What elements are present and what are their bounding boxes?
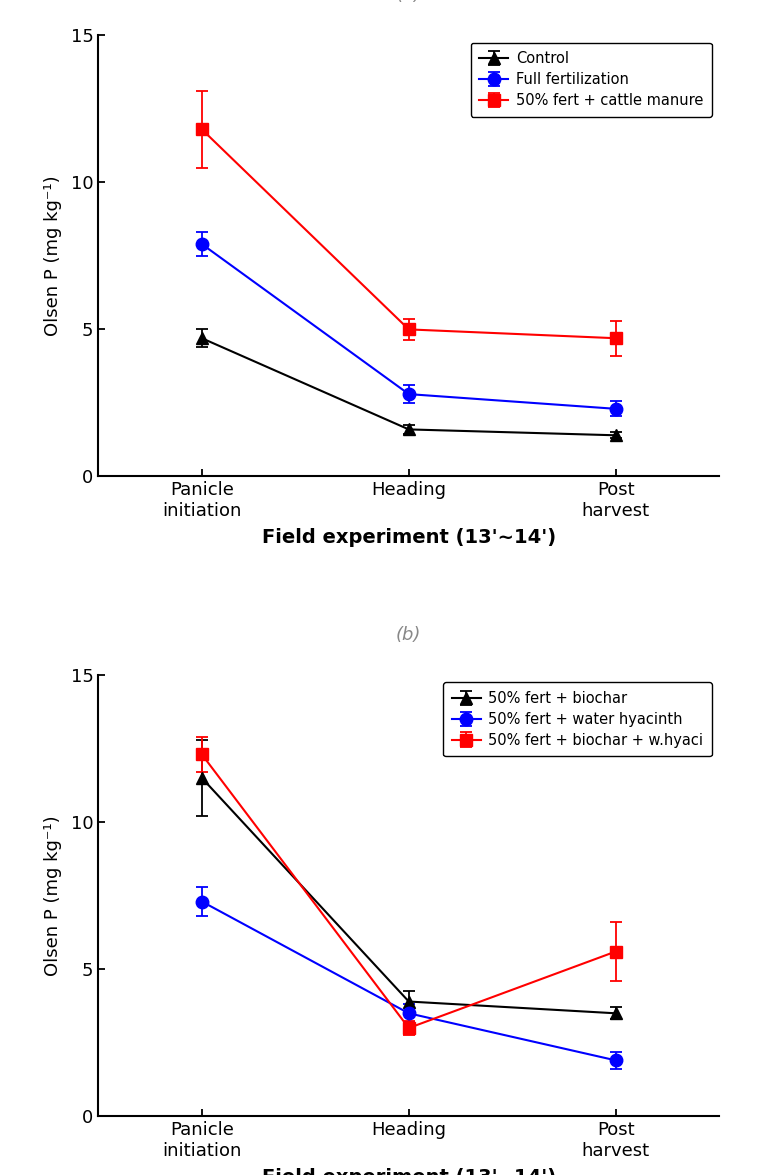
X-axis label: Field experiment (13'∼14'): Field experiment (13'∼14') [262, 529, 556, 548]
Text: (a): (a) [396, 0, 422, 5]
X-axis label: Field experiment (13'∼14'): Field experiment (13'∼14') [262, 1168, 556, 1175]
Y-axis label: Olsen P (mg kg⁻¹): Olsen P (mg kg⁻¹) [45, 815, 62, 976]
Legend: 50% fert + biochar, 50% fert + water hyacinth, 50% fert + biochar + w.hyaci: 50% fert + biochar, 50% fert + water hya… [443, 683, 712, 757]
Legend: Control, Full fertilization, 50% fert + cattle manure: Control, Full fertilization, 50% fert + … [471, 42, 712, 116]
Text: (b): (b) [396, 626, 422, 644]
Y-axis label: Olsen P (mg kg⁻¹): Olsen P (mg kg⁻¹) [45, 175, 62, 336]
